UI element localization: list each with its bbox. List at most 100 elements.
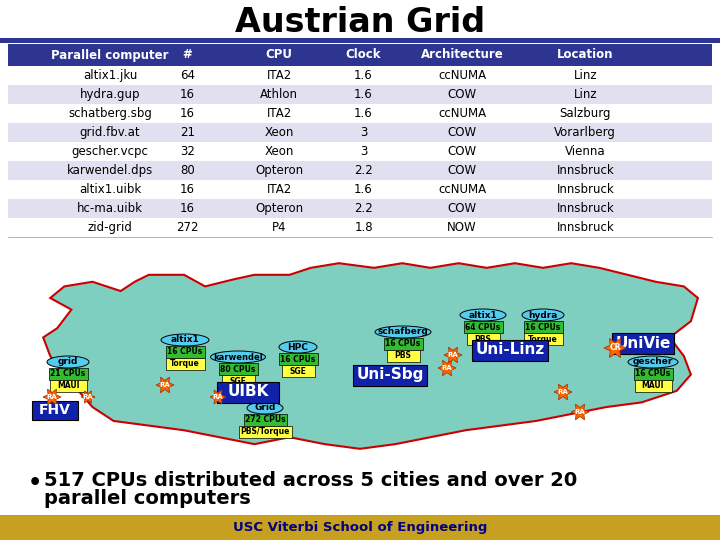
Text: Linz: Linz xyxy=(573,69,597,82)
Text: 2.2: 2.2 xyxy=(354,202,373,215)
Text: RA: RA xyxy=(47,394,58,400)
Text: 16 CPUs: 16 CPUs xyxy=(167,348,202,356)
Text: USC Viterbi School of Engineering: USC Viterbi School of Engineering xyxy=(233,522,487,535)
Text: RA: RA xyxy=(160,382,171,388)
Text: RA: RA xyxy=(557,389,568,395)
Text: Location: Location xyxy=(557,49,613,62)
Text: hydra: hydra xyxy=(528,310,558,320)
FancyBboxPatch shape xyxy=(384,338,423,350)
Text: Innsbruck: Innsbruck xyxy=(557,164,614,177)
FancyBboxPatch shape xyxy=(523,333,562,345)
Text: Innsbruck: Innsbruck xyxy=(557,202,614,215)
Text: 16: 16 xyxy=(180,107,195,120)
Text: RA: RA xyxy=(83,394,94,400)
Text: 2.2: 2.2 xyxy=(354,164,373,177)
Text: parallel computers: parallel computers xyxy=(44,489,251,508)
Text: Xeon: Xeon xyxy=(264,145,294,158)
Text: gescher: gescher xyxy=(633,357,673,367)
Text: COW: COW xyxy=(448,202,477,215)
Polygon shape xyxy=(571,404,589,420)
Text: 16 CPUs: 16 CPUs xyxy=(635,369,670,379)
Ellipse shape xyxy=(47,356,89,368)
Ellipse shape xyxy=(279,341,317,353)
Text: ccNUMA: ccNUMA xyxy=(438,69,486,82)
Text: Architecture: Architecture xyxy=(420,49,503,62)
Bar xyxy=(8,85,712,104)
Text: Opteron: Opteron xyxy=(255,202,303,215)
Text: 64: 64 xyxy=(180,69,195,82)
Text: altix1: altix1 xyxy=(171,335,199,345)
FancyBboxPatch shape xyxy=(634,380,672,392)
Text: #: # xyxy=(183,49,192,62)
Bar xyxy=(8,123,712,142)
Text: 1.6: 1.6 xyxy=(354,107,373,120)
Bar xyxy=(8,199,712,218)
FancyBboxPatch shape xyxy=(612,333,674,354)
Polygon shape xyxy=(444,347,462,363)
Polygon shape xyxy=(210,390,226,404)
Text: 21: 21 xyxy=(180,126,195,139)
FancyBboxPatch shape xyxy=(217,381,279,402)
Text: 1.6: 1.6 xyxy=(354,88,373,101)
Polygon shape xyxy=(43,389,61,405)
Text: CR: CR xyxy=(609,343,621,353)
FancyBboxPatch shape xyxy=(243,414,287,426)
Text: •: • xyxy=(28,473,42,493)
FancyBboxPatch shape xyxy=(472,340,548,361)
Text: 16: 16 xyxy=(180,183,195,196)
Text: 32: 32 xyxy=(180,145,195,158)
Text: SGE: SGE xyxy=(230,376,246,386)
Text: 272 CPUs: 272 CPUs xyxy=(245,415,285,424)
Text: Torque: Torque xyxy=(528,334,558,343)
Text: 80: 80 xyxy=(180,164,195,177)
FancyBboxPatch shape xyxy=(387,350,420,362)
Text: MAUI: MAUI xyxy=(57,381,79,390)
Text: Xeon: Xeon xyxy=(264,126,294,139)
Text: SGE: SGE xyxy=(289,367,307,375)
Text: 517 CPUs distributed across 5 cities and over 20: 517 CPUs distributed across 5 cities and… xyxy=(44,470,577,489)
Text: 1.6: 1.6 xyxy=(354,69,373,82)
FancyBboxPatch shape xyxy=(166,358,204,370)
Text: Clock: Clock xyxy=(346,49,382,62)
Text: COW: COW xyxy=(448,164,477,177)
Text: Linz: Linz xyxy=(573,88,597,101)
Text: UniVie: UniVie xyxy=(616,335,671,350)
Text: Vienna: Vienna xyxy=(565,145,606,158)
Text: P4: P4 xyxy=(271,221,287,234)
Text: Torque: Torque xyxy=(170,360,200,368)
Text: altix1.jku: altix1.jku xyxy=(83,69,138,82)
Text: MAUI: MAUI xyxy=(642,381,665,390)
Text: altix1: altix1 xyxy=(469,310,498,320)
FancyBboxPatch shape xyxy=(282,365,315,377)
Ellipse shape xyxy=(628,356,678,368)
Text: COW: COW xyxy=(448,126,477,139)
Bar xyxy=(8,44,712,66)
Text: PBS/Torque: PBS/Torque xyxy=(240,428,289,436)
Text: ITA2: ITA2 xyxy=(266,183,292,196)
Text: 1.6: 1.6 xyxy=(354,183,373,196)
Text: 21 CPUs: 21 CPUs xyxy=(50,369,86,379)
Text: HPC: HPC xyxy=(287,342,308,352)
Text: 3: 3 xyxy=(360,145,367,158)
Text: 3: 3 xyxy=(360,126,367,139)
Text: COW: COW xyxy=(448,145,477,158)
FancyBboxPatch shape xyxy=(50,380,86,392)
FancyBboxPatch shape xyxy=(467,333,500,345)
FancyBboxPatch shape xyxy=(218,363,258,375)
Text: Parallel computer: Parallel computer xyxy=(51,49,168,62)
Text: karwendel.dps: karwendel.dps xyxy=(67,164,153,177)
Text: hc-ma.uibk: hc-ma.uibk xyxy=(77,202,143,215)
Text: PBS: PBS xyxy=(395,352,411,361)
Text: 1.8: 1.8 xyxy=(354,221,373,234)
Text: ITA2: ITA2 xyxy=(266,69,292,82)
Text: Austrian Grid: Austrian Grid xyxy=(235,5,485,38)
Text: Uni-Sbg: Uni-Sbg xyxy=(356,368,423,382)
Text: Innsbruck: Innsbruck xyxy=(557,221,614,234)
FancyBboxPatch shape xyxy=(353,364,427,386)
Bar xyxy=(0,38,720,43)
Text: RA: RA xyxy=(441,365,452,371)
Text: grid: grid xyxy=(58,357,78,367)
Text: 16: 16 xyxy=(180,88,195,101)
Text: Grid: Grid xyxy=(254,403,276,413)
Text: schatberg.sbg: schatberg.sbg xyxy=(68,107,152,120)
